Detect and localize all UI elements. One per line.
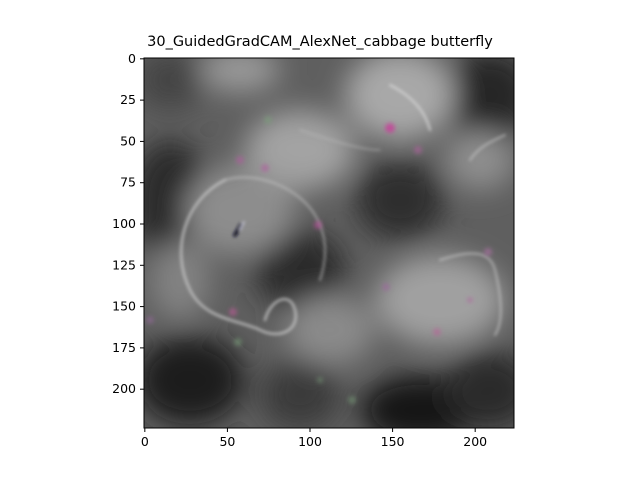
x-tick-label: 0 bbox=[141, 434, 149, 449]
figure-title: 30_GuidedGradCAM_AlexNet_cabbage butterf… bbox=[147, 34, 493, 50]
y-tick-label: 200 bbox=[112, 381, 136, 396]
x-axis: 0 50 100 150 200 bbox=[141, 428, 487, 449]
x-tick-label: 150 bbox=[381, 434, 405, 449]
y-axis: 0 25 50 75 100 125 150 175 200 bbox=[112, 51, 144, 396]
x-tick-label: 100 bbox=[298, 434, 322, 449]
y-tick-label: 0 bbox=[128, 51, 136, 66]
y-tick-label: 75 bbox=[120, 175, 136, 190]
y-tick-label: 50 bbox=[120, 133, 136, 148]
y-tick-label: 25 bbox=[120, 92, 136, 107]
x-tick-label: 200 bbox=[463, 434, 487, 449]
y-tick-label: 100 bbox=[112, 216, 136, 231]
y-tick-label: 150 bbox=[112, 299, 136, 314]
y-tick-label: 175 bbox=[112, 340, 136, 355]
y-tick-label: 125 bbox=[112, 257, 136, 272]
plot-frame bbox=[143, 57, 515, 429]
heatmap-image bbox=[144, 58, 514, 428]
x-tick-label: 50 bbox=[219, 434, 235, 449]
